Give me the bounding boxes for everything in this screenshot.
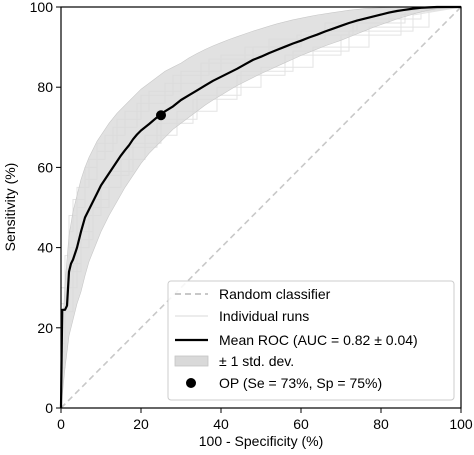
- operating-point-layer: [156, 110, 166, 121]
- x-tick-label-80: 80: [373, 416, 389, 432]
- x-tick-label-60: 60: [293, 416, 309, 432]
- x-tick-label-40: 40: [213, 416, 229, 432]
- y-tick-label-20: 20: [37, 320, 53, 336]
- x-axis-label: 100 - Specificity (%): [199, 433, 323, 449]
- y-tick-label-60: 60: [37, 159, 53, 175]
- legend-entry-individual-runs: Individual runs: [175, 308, 309, 324]
- y-axis-label: Sensitivity (%): [2, 163, 18, 252]
- y-tick-label-80: 80: [37, 79, 53, 95]
- x-tick-label-100: 100: [449, 416, 473, 432]
- random-classifier-line: [60, 6, 462, 409]
- operating-point-marker: [156, 110, 166, 121]
- y-tick-label-0: 0: [45, 400, 53, 416]
- random-classifier-layer: [60, 6, 462, 409]
- legend-entry-random-classifier: Random classifier: [175, 286, 331, 302]
- y-tick-label-100: 100: [30, 0, 54, 15]
- legend-label-mean-roc: Mean ROC (AUC = 0.82 ± 0.04): [219, 332, 418, 348]
- legend-label-random-classifier: Random classifier: [219, 286, 331, 302]
- mean-roc-line: [59, 5, 461, 409]
- legend-label-operating-point: OP (Se = 73%, Sp = 75%): [219, 375, 382, 391]
- mean-roc-layer: [59, 5, 461, 409]
- axis-ticks: 0 20 40 60 80 100 0 20 40 60 80 100: [30, 0, 473, 432]
- legend-swatch-band: [174, 355, 209, 367]
- legend-entry-mean-roc: Mean ROC (AUC = 0.82 ± 0.04): [175, 332, 418, 348]
- legend: Random classifier Individual runs Mean R…: [167, 280, 455, 401]
- axes-frame: [60, 6, 462, 409]
- y-tick-label-40: 40: [37, 240, 53, 256]
- x-tick-label-0: 0: [57, 416, 65, 432]
- x-tick-label-20: 20: [133, 416, 149, 432]
- legend-label-individual-runs: Individual runs: [219, 308, 309, 324]
- legend-swatch-marker: [186, 378, 196, 388]
- plot-frame: [60, 6, 462, 409]
- legend-label-std-dev: ± 1 std. dev.: [219, 353, 294, 369]
- legend-entry-operating-point: OP (Se = 73%, Sp = 75%): [186, 375, 382, 391]
- legend-frame: [167, 280, 455, 401]
- legend-entry-std-dev: ± 1 std. dev.: [174, 353, 294, 369]
